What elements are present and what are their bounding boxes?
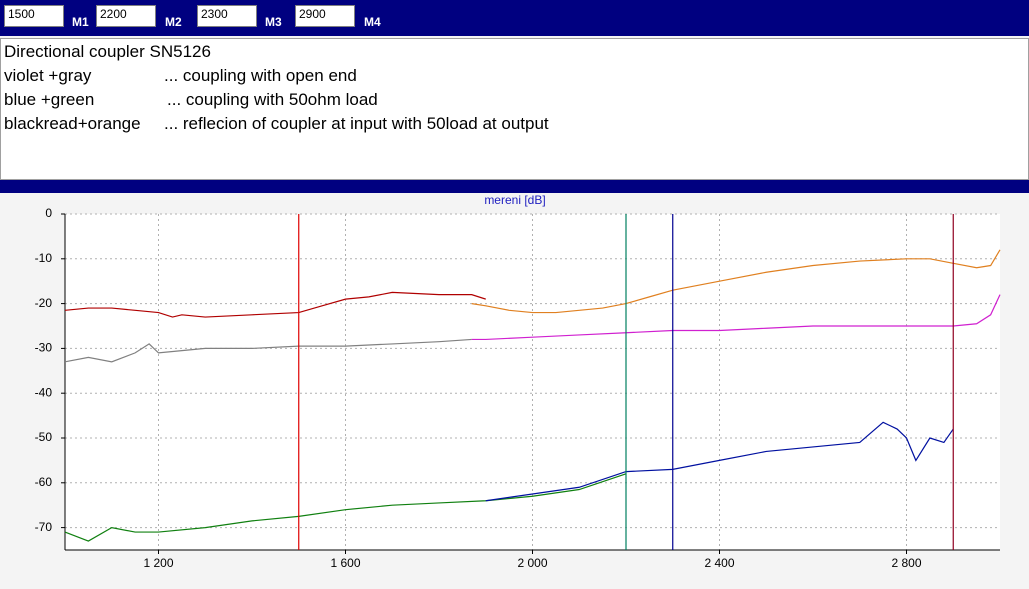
marker-label: M4 <box>364 15 381 29</box>
notes-box: Directional coupler SN5126 violet +gray.… <box>0 38 1029 180</box>
y-tick-label: -20 <box>35 296 53 310</box>
note-label: violet +gray <box>4 66 92 85</box>
marker-input[interactable]: 2300 <box>197 5 257 27</box>
marker-label: M1 <box>72 15 89 29</box>
y-tick-label: -60 <box>35 475 53 489</box>
chart: mereni [dB] 0 -10 -20 -30 -40 -50 -60 -70 1 200 1… <box>35 193 1001 570</box>
y-tick-label: -70 <box>35 520 53 534</box>
note-text: ... coupling with open end <box>164 66 357 85</box>
trace <box>64 291 486 318</box>
x-tick-label: 2 400 <box>704 556 734 570</box>
marker-input[interactable]: 2900 <box>295 5 355 27</box>
y-tick-label: -30 <box>35 341 53 355</box>
note-label: blackread+orange <box>4 114 141 133</box>
x-tick-label: 1 600 <box>330 556 360 570</box>
chart-title: mereni [dB] <box>484 193 545 207</box>
marker-input[interactable]: 1500 <box>4 5 64 27</box>
note-text: ... reflecion of coupler at input with 5… <box>164 114 549 133</box>
marker-label: M3 <box>265 15 282 29</box>
trace <box>64 338 472 363</box>
y-tick-label: -10 <box>35 251 53 265</box>
x-tick-label: 1 200 <box>143 556 173 570</box>
note-label: blue +green <box>4 90 95 109</box>
trace <box>471 294 1001 341</box>
notes-title: Directional coupler SN5126 <box>4 42 211 61</box>
separator-bar <box>0 180 1029 193</box>
y-tick-label: -40 <box>35 385 53 399</box>
y-tick-label: 0 <box>45 206 52 220</box>
x-tick-label: 2 000 <box>517 556 547 570</box>
trace <box>485 421 954 502</box>
marker-label: M2 <box>165 15 182 29</box>
x-tick-label: 2 800 <box>891 556 921 570</box>
marker-toolbar: 1500 M1 2200 M2 2300 M3 2900 M4 <box>0 0 1029 36</box>
note-text: ... coupling with 50ohm load <box>167 90 378 109</box>
y-tick-label: -50 <box>35 430 53 444</box>
marker-input[interactable]: 2200 <box>96 5 156 27</box>
trace <box>471 249 1001 314</box>
